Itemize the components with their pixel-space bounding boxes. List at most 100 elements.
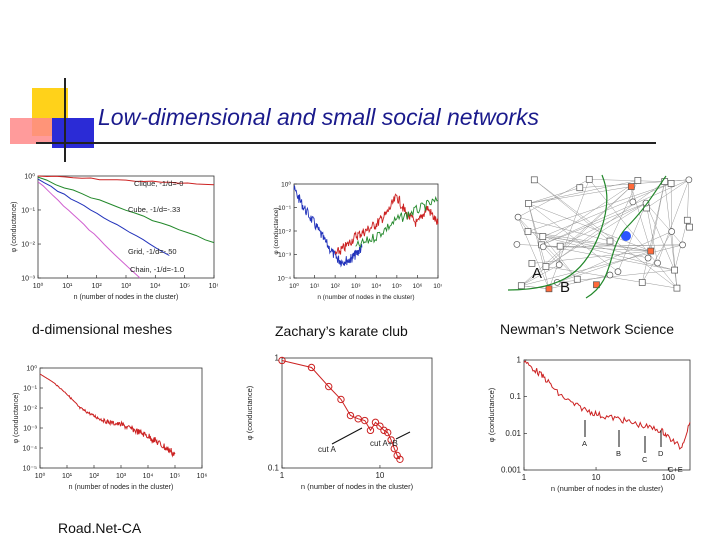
network-node: [627, 183, 635, 190]
deco-red-square: [10, 118, 58, 144]
y-tick-label: 10⁰: [26, 365, 37, 373]
slide-title: Low-dimensional and small social network…: [98, 104, 540, 130]
y-axis-label: φ (conductance): [13, 393, 20, 444]
network-node: [573, 275, 581, 283]
data-point: [354, 415, 362, 423]
network-edge: [534, 179, 678, 289]
annotation-a: A: [582, 439, 587, 448]
y-tick-label: 10⁻²: [278, 229, 292, 236]
network-node: [647, 247, 655, 255]
data-point: [371, 418, 380, 427]
data-point: [325, 382, 333, 391]
network-edge: [645, 202, 683, 246]
network-node: [673, 284, 681, 292]
network-node: [585, 175, 593, 183]
annotation-d: D: [658, 449, 664, 458]
x-tick-label: 10³: [351, 283, 361, 290]
x-tick-label: 10¹: [310, 283, 320, 290]
network-node: [667, 180, 675, 187]
legend-0: Clique, -1/d=-0: [134, 179, 183, 188]
y-tick-label: 10⁻¹: [21, 207, 35, 214]
network-edge: [542, 236, 578, 280]
annotation-cut-ab: cut A+B: [370, 439, 398, 448]
network-edge: [541, 179, 689, 246]
data-point: [361, 416, 369, 425]
annotation-b: B: [616, 449, 621, 458]
network-edge: [528, 186, 632, 204]
network-edge: [528, 203, 651, 252]
series-line-1: [334, 193, 439, 255]
series-line-0: [523, 360, 691, 450]
network-edge: [548, 179, 590, 289]
network-edge: [527, 231, 649, 259]
network-diagram: AB: [507, 174, 693, 299]
x-tick-label: 100: [662, 473, 676, 482]
caption-meshes: d-dimensional meshes: [32, 321, 173, 337]
series-line-2: [37, 178, 170, 256]
annotation-cut-a: cut A: [318, 445, 336, 454]
deco-vertical-line: [64, 78, 66, 162]
network-edge: [517, 216, 578, 280]
data-point: [380, 426, 388, 435]
chart-meshes: 10⁰ 10¹ 10² 10³ 10⁴ 10⁵ 10⁶ 10⁰ 10⁻¹ 10⁻² 10⁻³ n (n…: [11, 173, 218, 302]
cut-curve-a: [507, 174, 608, 291]
network-edge: [557, 231, 672, 283]
network-edge: [528, 203, 547, 267]
network-node: [668, 228, 676, 235]
x-tick-label: 10¹: [62, 283, 73, 290]
data-point: [337, 395, 345, 404]
x-tick-label: 1: [280, 471, 285, 480]
data-point: [307, 363, 316, 372]
x-tick-label: 10⁶: [197, 473, 208, 480]
x-axis-label: n (number of nodes in the cluster): [301, 482, 414, 491]
y-axis-label: φ (conductance): [487, 387, 496, 442]
y-tick-label: 10⁻⁴: [278, 276, 292, 283]
network-node: [555, 261, 563, 269]
y-tick-label: 0.1: [268, 464, 280, 473]
network-edge: [589, 179, 678, 289]
y-tick-label: 1: [517, 356, 522, 365]
network-edge: [589, 179, 665, 182]
y-tick-label: 10⁻³: [278, 252, 292, 259]
network-node: [593, 281, 600, 289]
y-tick-label: 10⁻²: [23, 406, 37, 413]
caption-karate: Zachary’s karate club: [275, 323, 408, 339]
y-axis-label: φ (conductance): [11, 202, 18, 253]
network-edge: [631, 186, 652, 252]
y-tick-label: 0.01: [505, 429, 521, 438]
y-axis-label: φ (conductance): [245, 385, 254, 440]
x-tick-label: 10⁴: [150, 283, 161, 290]
network-node: [576, 184, 584, 192]
network-node: [634, 177, 642, 184]
x-tick-label: 10⁵: [179, 283, 190, 290]
y-tick-label: 10⁻²: [21, 242, 35, 249]
network-node: [517, 282, 525, 290]
network-node: [683, 216, 691, 224]
x-tick-label: 10⁴: [371, 283, 381, 290]
network-edge: [687, 179, 690, 221]
legend-2: Grid, -1/d=-.50: [128, 247, 177, 256]
x-tick-label: 10⁶: [412, 283, 422, 290]
network-edge: [517, 217, 550, 289]
x-tick-label: 10⁷: [433, 283, 442, 290]
network-label-b: B: [560, 279, 570, 296]
network-edge: [528, 203, 619, 272]
network-node: [545, 285, 553, 293]
y-tick-label: 10⁻³: [23, 426, 37, 433]
network-edge: [542, 236, 675, 271]
y-tick-label: 10⁰: [24, 173, 35, 181]
network-node: [629, 198, 637, 206]
series-line-2: [355, 195, 439, 249]
chart-newman: 1 10 100 1 0.1 0.01 0.001 n (number of nodes in…: [487, 356, 691, 493]
legend-3: Chain, -1/d=-1.0: [130, 265, 184, 274]
x-tick-label: 10⁶: [209, 283, 218, 290]
network-edge: [642, 231, 672, 283]
network-edge: [542, 236, 651, 252]
x-tick-label: 10²: [92, 283, 103, 290]
series-line-0: [281, 360, 401, 460]
x-axis-label: n (number of nodes in the cluster): [74, 294, 179, 301]
cut-curve-b: [585, 175, 667, 299]
network-node: [654, 259, 661, 267]
plot-frame: [523, 359, 691, 471]
